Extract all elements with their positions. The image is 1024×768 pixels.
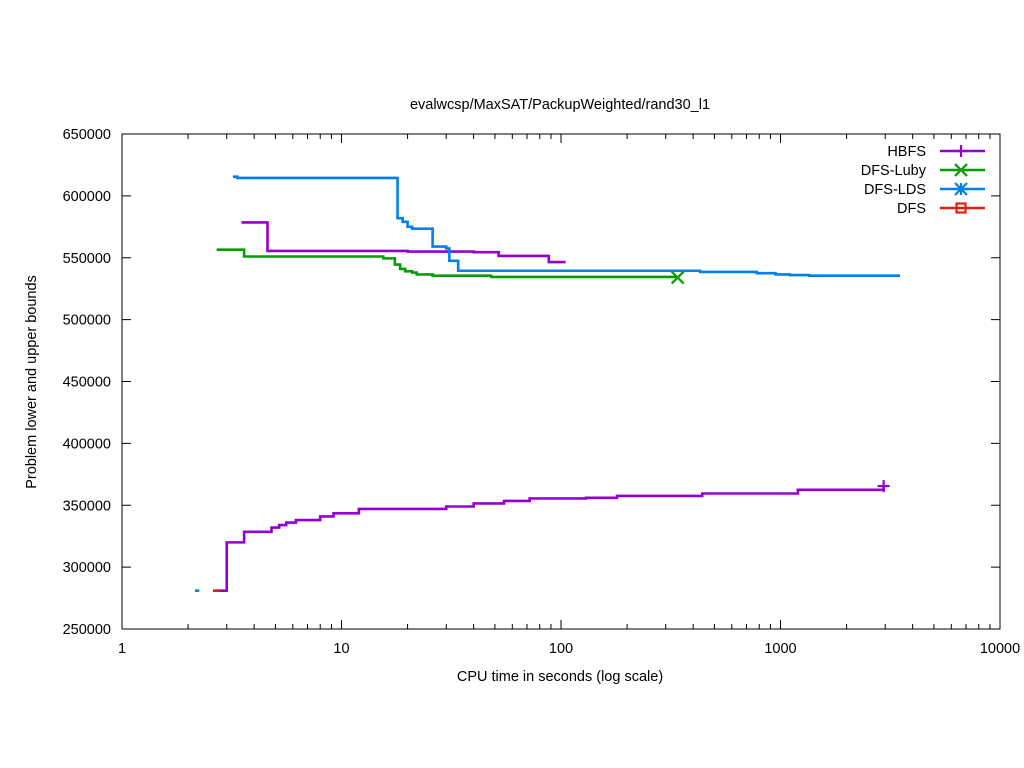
y-tick-label: 400000 (63, 436, 111, 452)
series-dfs-luby (216, 248, 685, 285)
y-tick-label: 650000 (63, 127, 111, 143)
legend-entry-dfs: DFS (897, 201, 985, 217)
axes: 250000 300000 350000 400000 450000 500000 5500… (63, 127, 1021, 657)
x-tick-label: 10000 (980, 641, 1020, 657)
x-tick-label: 1000 (764, 641, 796, 657)
y-tick-label: 350000 (63, 498, 111, 514)
x-tick-label: 100 (549, 641, 573, 657)
legend-marker (954, 163, 968, 177)
x-tick-label: 10 (333, 641, 349, 657)
series-point-marker (877, 480, 890, 493)
y-axis-label: Problem lower and upper bounds (24, 275, 40, 489)
chart-title: evalwcsp/MaxSAT/PackupWeighted/rand30_l1 (410, 97, 710, 113)
series-hbfs (213, 221, 890, 592)
legend-entry-hbfs: HBFS (887, 144, 985, 160)
legend-marker (955, 202, 967, 214)
series-point-marker-part (670, 270, 685, 285)
x-axis-label: CPU time in seconds (log scale) (457, 669, 663, 685)
x-tick-label: 1 (118, 641, 126, 657)
series-line (213, 486, 885, 592)
legend-entry-dfs-luby: DFS-Luby (861, 163, 985, 179)
legend-label: DFS (897, 201, 926, 217)
legend-entry-dfs-lds: DFS-LDS (864, 182, 985, 198)
legend-marker-part (955, 202, 967, 214)
y-tick-label: 250000 (63, 622, 111, 638)
y-tick-label: 600000 (63, 189, 111, 205)
plot-area (194, 175, 900, 592)
legend-label: DFS-Luby (861, 163, 927, 179)
y-tick-label: 450000 (63, 375, 111, 391)
legend: HBFS DFS-Luby DFS-LDS DFS (861, 144, 985, 217)
series-line (241, 221, 566, 264)
legend-marker-part (954, 163, 968, 177)
legend-marker (954, 182, 968, 196)
series-line (216, 248, 678, 279)
series-point-marker (670, 270, 685, 285)
y-tick-label: 500000 (63, 313, 111, 329)
legend-marker (955, 145, 967, 157)
series-dfs-lds (194, 175, 900, 592)
y-tick-label: 550000 (63, 251, 111, 267)
legend-label: DFS-LDS (864, 182, 926, 198)
legend-label: HBFS (887, 144, 926, 160)
y-tick-label: 300000 (63, 560, 111, 576)
series-line (232, 175, 900, 277)
